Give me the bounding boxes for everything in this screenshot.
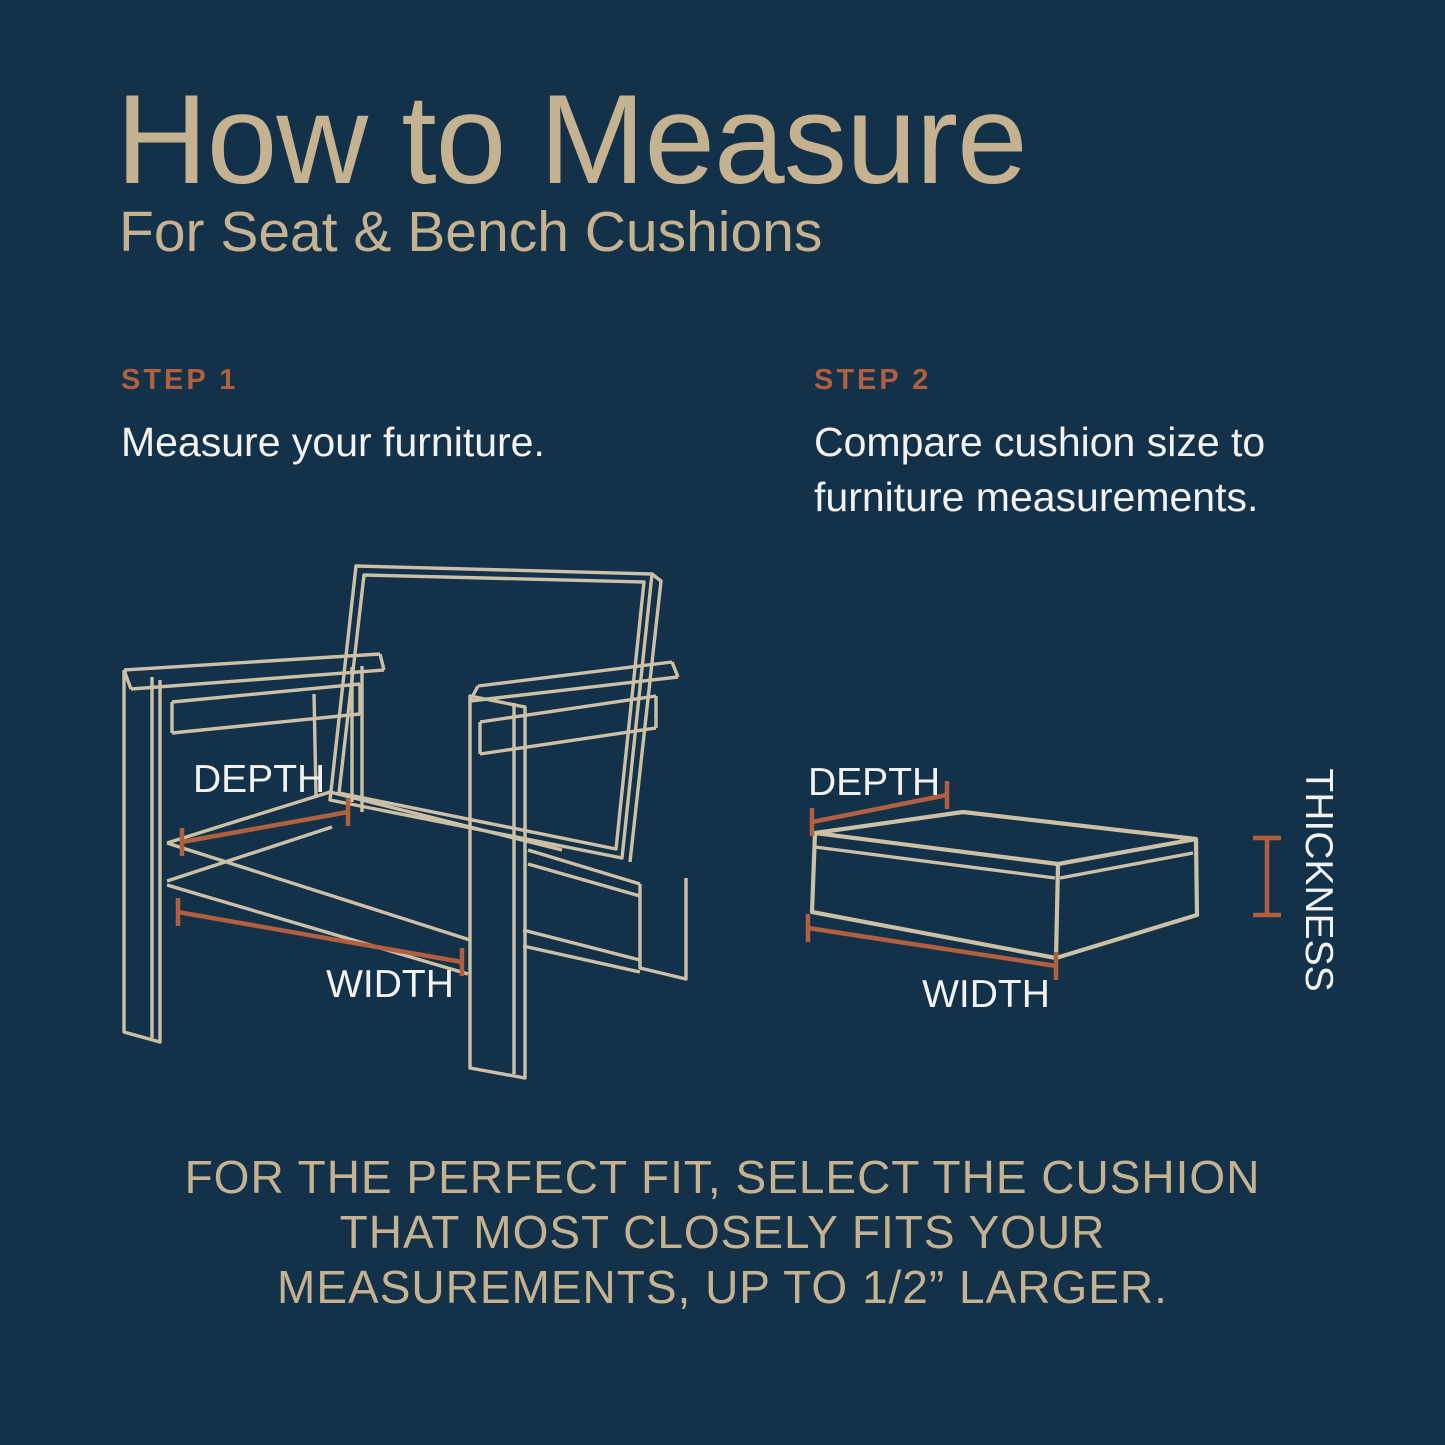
step-2-label: STEP 2 (814, 364, 932, 396)
cushion-depth-label: DEPTH (808, 761, 940, 804)
cushion-width-dimension-line (805, 914, 1059, 980)
page-title: How to Measure (116, 68, 1028, 210)
chair-wireframe (122, 564, 688, 1080)
chair-depth-dimension-line (179, 798, 351, 856)
step-1-section: STEP 1 Measure your furniture. (121, 363, 741, 470)
cushion-diagram: DEPTH WIDTH THICKNESS (805, 761, 1340, 1016)
chair-width-dimension-line (175, 898, 465, 976)
fit-instructions-line-2: THAT MOST CLOSELY FITS YOUR (339, 1206, 1106, 1259)
cushion-width-label: WIDTH (922, 973, 1050, 1016)
step-2-section: STEP 2 Compare cushion size to furniture… (814, 363, 1314, 525)
step-1-description: Measure your furniture. (121, 418, 545, 465)
cushion-wireframe (809, 809, 1200, 961)
fit-instructions-line-1: FOR THE PERFECT FIT, SELECT THE CUSHION (184, 1151, 1261, 1203)
fit-instructions: FOR THE PERFECT FIT, SELECT THE CUSHION … (72, 1150, 1373, 1316)
fit-instructions-line-3: MEASUREMENTS, UP TO 1/2” LARGER. (277, 1261, 1168, 1314)
chair-diagram: DEPTH WIDTH (122, 564, 688, 1080)
cushion-thickness-label: THICKNESS (1297, 768, 1340, 991)
cushion-thickness-dimension-line (1253, 835, 1281, 918)
step-1-label: STEP 1 (121, 364, 239, 396)
chair-depth-label: DEPTH (193, 758, 325, 801)
step-2-description: Compare cushion size to furniture measur… (814, 418, 1266, 520)
chair-width-label: WIDTH (326, 963, 454, 1006)
cushion-depth-dimension-line (809, 781, 950, 836)
page-subtitle: For Seat & Bench Cushions (119, 200, 823, 264)
